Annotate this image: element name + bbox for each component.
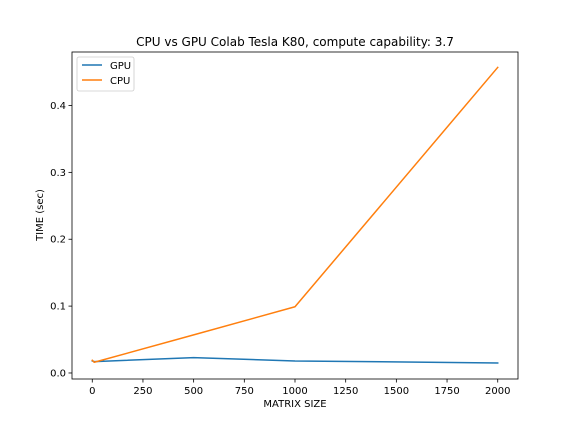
- x-tick-label: 1000: [282, 386, 307, 397]
- x-tick-label: 1250: [333, 386, 358, 397]
- x-tick-label: 2000: [485, 386, 510, 397]
- x-tick-label: 750: [235, 386, 254, 397]
- plot-area: [72, 52, 518, 379]
- legend-label-cpu: CPU: [110, 76, 130, 87]
- x-tick-label: 1500: [384, 386, 409, 397]
- chart-title: CPU vs GPU Colab Tesla K80, compute capa…: [136, 35, 454, 49]
- y-tick-label: 0.2: [50, 235, 66, 246]
- y-axis-label: TIME (sec): [35, 189, 46, 242]
- y-axis: 0.0 0.1 0.2 0.3 0.4: [50, 101, 72, 379]
- x-tick-label: 500: [184, 386, 203, 397]
- legend-label-gpu: GPU: [110, 61, 131, 72]
- y-tick-label: 0.0: [50, 368, 66, 379]
- x-axis: 0 250 500 750 1000 1250 1500 1750 2000: [89, 379, 510, 397]
- series-line-cpu: [91, 66, 499, 364]
- legend: GPU CPU: [76, 56, 135, 92]
- x-tick-label: 250: [133, 386, 152, 397]
- y-tick-label: 0.4: [50, 101, 66, 112]
- x-tick-label: 1750: [434, 386, 459, 397]
- y-tick-label: 0.3: [50, 168, 66, 179]
- x-axis-label: MATRIX SIZE: [263, 399, 326, 410]
- y-tick-label: 0.1: [50, 302, 66, 313]
- x-tick-label: 0: [89, 386, 95, 397]
- series-layer: [91, 66, 499, 364]
